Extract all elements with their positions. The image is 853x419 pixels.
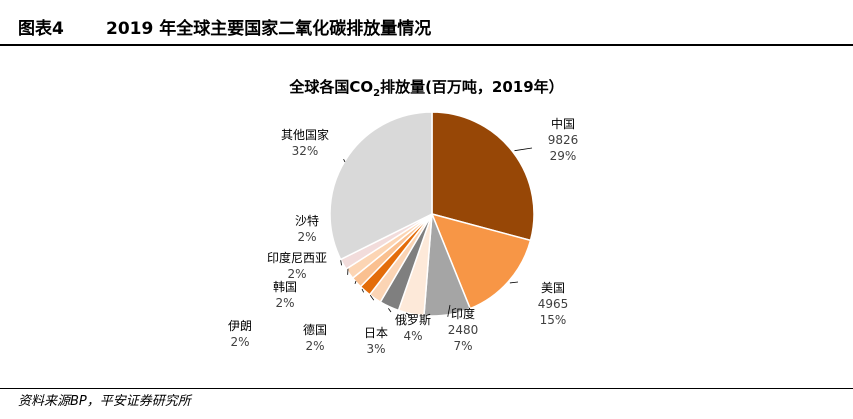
slice-value: 9826	[548, 133, 579, 147]
slice-name: 伊朗	[228, 319, 252, 333]
slice-value: 2480	[448, 323, 479, 337]
slice-percent: 2%	[287, 267, 306, 281]
slice-value: 4965	[538, 297, 569, 311]
slice-percent: 3%	[366, 342, 385, 356]
slice-name: 美国	[541, 281, 565, 295]
slice-name: 其他国家	[281, 127, 329, 142]
slice-percent: 2%	[297, 230, 316, 244]
slice-name: 印度尼西亚	[267, 250, 327, 265]
slice-label-1: 中国 9826 29%	[548, 116, 579, 163]
slice-percent: 15%	[540, 313, 567, 327]
slice-label-2: 美国 4965 15%	[538, 281, 569, 327]
leader-line-5	[388, 308, 392, 313]
pie-chart: 中国982629%美国496515%印度24807%俄罗斯4%日本3%德国2%伊…	[228, 111, 579, 356]
leader-line-8	[354, 280, 357, 285]
slice-label-6: 德国 2%	[303, 322, 327, 353]
pie-slice-11	[329, 111, 433, 261]
slice-label-9: 印度尼西亚 2%	[267, 250, 327, 281]
slice-percent: 4%	[403, 329, 422, 343]
chart-title-pre: 全球各国CO	[289, 78, 374, 96]
figure-title: 2019 年全球主要国家二氧化碳排放量情况	[106, 19, 432, 39]
slice-name: 中国	[551, 116, 575, 131]
slice-percent: 29%	[550, 149, 577, 163]
slice-name: 韩国	[273, 279, 297, 294]
footer-rule	[0, 388, 853, 389]
slice-percent: 32%	[292, 144, 319, 158]
chart-title: 全球各国CO2排放量(百万吨，2019年）	[0, 76, 853, 99]
figure-label: 图表4	[18, 19, 64, 39]
leader-line-3	[447, 304, 451, 317]
slice-label-11: 其他国家 32%	[281, 127, 329, 158]
leader-line-2	[509, 281, 519, 284]
slice-label-7: 伊朗 2%	[228, 319, 252, 349]
slice-percent: 2%	[305, 339, 324, 353]
leader-line-7	[361, 288, 364, 293]
slice-label-5: 日本 3%	[364, 326, 388, 356]
slice-percent: 7%	[453, 339, 472, 353]
slice-name: 沙特	[295, 213, 319, 228]
slice-name: 德国	[303, 322, 327, 337]
chart-title-sub: 2	[373, 88, 381, 99]
slice-percent: 2%	[230, 335, 249, 349]
pie-slice-1	[431, 111, 535, 242]
slice-label-3: 印度 2480 7%	[448, 306, 479, 353]
slice-label-8: 韩国 2%	[273, 279, 297, 310]
leader-line-1	[514, 147, 533, 152]
slice-name: 印度	[451, 306, 475, 321]
pie-slice-2	[430, 212, 532, 310]
leader-line-11	[343, 159, 346, 163]
slice-label-10: 沙特 2%	[295, 213, 319, 244]
chart-title-post: 排放量(百万吨，2019年）	[380, 78, 564, 96]
slice-name: 日本	[364, 326, 388, 340]
slice-percent: 2%	[275, 296, 294, 310]
header-rule	[0, 44, 853, 46]
slice-label-4: 俄罗斯 4%	[395, 313, 431, 343]
figure-header: 图表4 2019 年全球主要国家二氧化碳排放量情况	[0, 0, 853, 46]
leader-line-4	[405, 312, 411, 317]
slice-name: 俄罗斯	[395, 313, 431, 327]
source-note: 资料来源BP，平安证券研究所	[18, 394, 191, 409]
